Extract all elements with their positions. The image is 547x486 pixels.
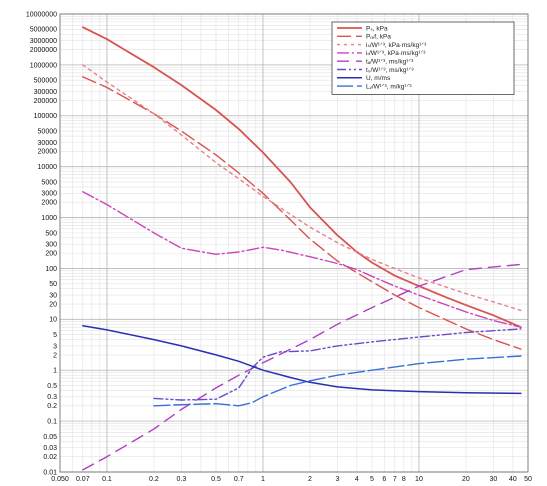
y-tick-label: 30 (49, 292, 57, 299)
series-line-6 (153, 328, 522, 401)
x-tick-label: 10 (415, 476, 423, 483)
legend-entry: Lᵥ/W¹ᐟ³, m/kg¹ᐟ³ (366, 83, 412, 90)
y-tick-label: 0.01 (43, 469, 57, 476)
x-tick-label: 8 (402, 476, 406, 483)
y-tick-label: 5 (53, 332, 57, 339)
plot-frame (59, 13, 529, 473)
y-tick-label: 500 (45, 230, 57, 237)
y-tick-label: 2000 (41, 200, 57, 207)
series-line-7 (82, 324, 522, 395)
x-tick-label: 0.07 (76, 476, 90, 483)
x-tick-label: 7 (393, 476, 397, 483)
y-tick-label: 0.5 (47, 383, 57, 390)
series-line-8 (153, 355, 522, 407)
x-tick-label: 0.5 (211, 476, 221, 483)
y-tick-label: 200 (45, 251, 57, 258)
y-tick-label: 100000 (34, 113, 57, 120)
y-tick-label: 1 (53, 368, 57, 375)
y-tick-label: 0.05 (43, 434, 57, 441)
x-tick-label: 0.1 (102, 476, 112, 483)
series-line-4 (82, 191, 522, 328)
y-tick-label: 3 (53, 343, 57, 350)
x-tick-label: 0.3 (177, 476, 187, 483)
x-tick-label: 3 (335, 476, 339, 483)
y-tick-label: 10 (49, 317, 57, 324)
series-line-3 (82, 64, 522, 312)
x-tick-label: 40 (509, 476, 517, 483)
y-tick-label: 100 (45, 266, 57, 273)
legend-entry: Pᵣₑf, kPa (366, 34, 391, 41)
y-tick-label: 0.3 (47, 394, 57, 401)
x-tick-label: 0.2 (149, 476, 159, 483)
y-tick-label: 30000 (38, 140, 58, 147)
y-tick-label: 5000 (41, 179, 57, 186)
y-tick-label: 500000 (34, 78, 57, 85)
y-tick-label: 3000 (41, 191, 57, 198)
series-line-5 (82, 263, 522, 471)
x-axis-ticks: 0.050 0.07 0.1 0.2 0.3 0.5 0.7 1 2 3 4 5 6 7 8 10 20 30 40… (51, 476, 532, 483)
legend-entry: iᵣ/W¹ᐟ³, kPa·ms/kg¹ᐟ³ (366, 50, 426, 57)
y-tick-label: 0.02 (43, 454, 57, 461)
y-tick-label: 50 (49, 281, 57, 288)
y-tick-label: 3000000 (30, 38, 57, 45)
legend-entry: Pₛ, kPa (366, 25, 388, 32)
legend-box (331, 21, 515, 95)
y-tick-label: 0.03 (43, 445, 57, 452)
legend-entry: tₐ/W¹ᐟ³, ms/kg¹ᐟ³ (366, 59, 414, 66)
y-axis-ticks: 1000000050000003000000200000010000005000… (26, 11, 57, 476)
y-tick-label: 200000 (34, 98, 57, 105)
x-tick-label: 30 (489, 476, 497, 483)
x-tick-label: 2 (308, 476, 312, 483)
legend-entry: U, m/ms (366, 75, 391, 82)
x-tick-label: 0.7 (234, 476, 244, 483)
y-tick-label: 50000 (38, 128, 58, 135)
x-tick-label: 6 (382, 476, 386, 483)
x-tick-label: 0.050 (51, 476, 69, 483)
legend-entry: iₛ/W¹ᐟ³, kPa·ms/kg¹ᐟ³ (366, 42, 427, 49)
series-line-1 (81, 26, 522, 329)
y-tick-label: 2000000 (30, 47, 57, 54)
y-tick-label: 10000 (38, 164, 58, 171)
x-tick-label: 50 (524, 476, 532, 483)
y-tick-label: 1000000 (30, 62, 57, 69)
x-tick-label: 4 (355, 476, 359, 483)
series-line-2 (82, 76, 522, 350)
y-tick-label: 300 (45, 242, 57, 249)
y-tick-label: 20000 (38, 149, 58, 156)
x-tick-label: 5 (370, 476, 374, 483)
y-tick-label: 1000 (41, 215, 57, 222)
series-layer (81, 26, 522, 471)
y-tick-label: 0.1 (47, 419, 57, 426)
y-tick-label: 10000000 (26, 11, 57, 18)
y-tick-label: 5000000 (30, 27, 57, 34)
y-tick-label: 0.2 (47, 403, 57, 410)
y-tick-label: 20 (49, 301, 57, 308)
x-tick-label: 1 (261, 476, 265, 483)
y-tick-label: 300000 (34, 89, 57, 96)
legend-entry: t₀/W¹ᐟ³, ms/kg¹ᐟ³ (366, 67, 414, 74)
y-tick-label: 2 (53, 352, 57, 359)
x-tick-label: 20 (462, 476, 470, 483)
